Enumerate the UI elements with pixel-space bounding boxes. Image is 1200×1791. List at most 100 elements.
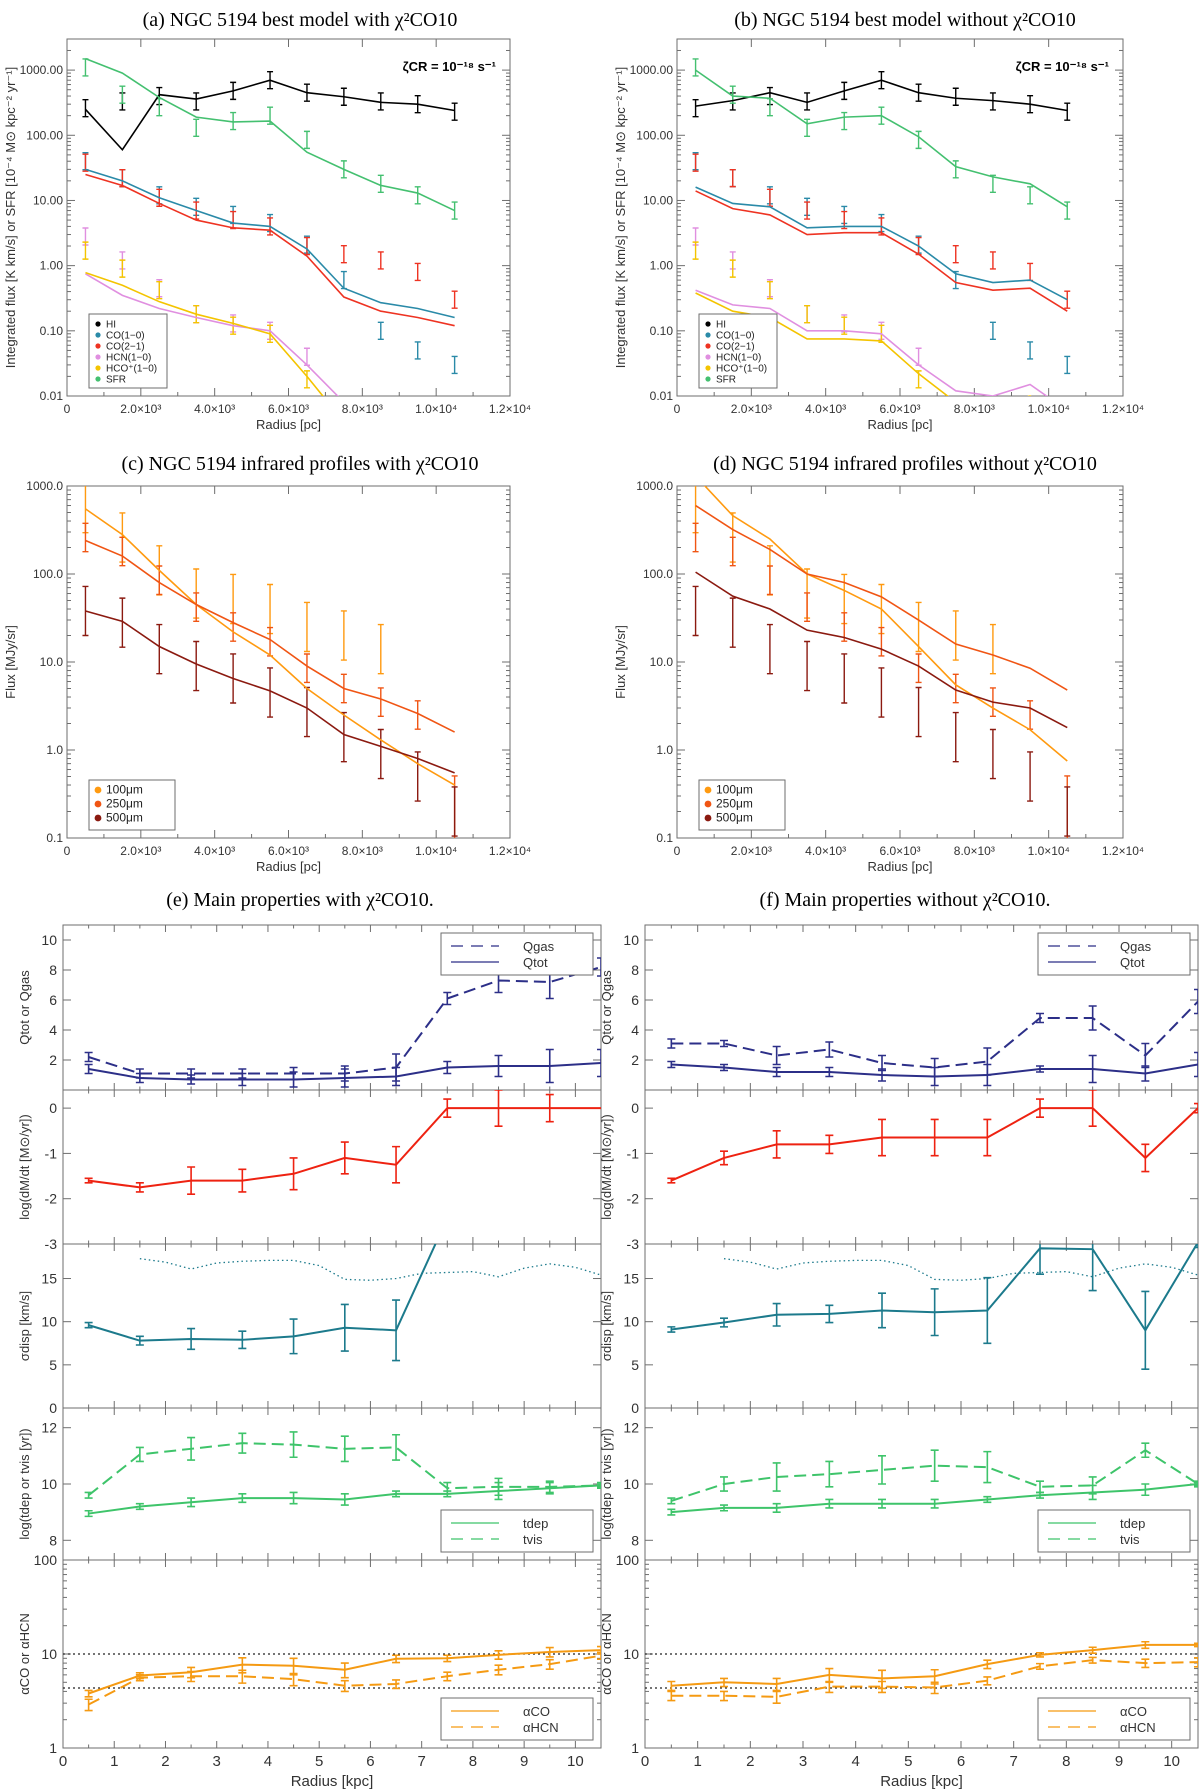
model-line-HI bbox=[84, 79, 455, 152]
errorbar-tdep bbox=[878, 1498, 886, 1509]
errorbar-tdep bbox=[289, 1491, 298, 1505]
panel-a: 0.01 0.10 1.00 10.00 100.00 1000.00 0 2.0×10³ 4.… bbox=[3, 38, 531, 432]
y-tick-label: 0.01 bbox=[650, 389, 674, 403]
legend-label: tvis bbox=[523, 1532, 543, 1547]
errorbar-SFR bbox=[952, 160, 959, 179]
x-tick-label: 10 bbox=[1163, 1753, 1180, 1770]
errorbar-aCO bbox=[983, 1659, 992, 1670]
y-tick-label: 1.00 bbox=[650, 259, 674, 273]
x-tick-label: 1 bbox=[693, 1753, 701, 1770]
series-line-tvis bbox=[671, 1449, 1198, 1502]
x-tick-label: 8 bbox=[1062, 1753, 1070, 1770]
errorbar-SFR bbox=[692, 58, 699, 77]
y-tick-label: 100 bbox=[34, 1552, 58, 1568]
errorbar-ir500 bbox=[119, 597, 126, 648]
errorbar-dM/dt bbox=[878, 1118, 886, 1157]
errorbar-CO10 bbox=[414, 341, 421, 360]
errorbar-Qtot bbox=[1088, 1054, 1097, 1084]
model-line-HCN bbox=[85, 273, 339, 396]
errorbar-Qtot bbox=[392, 1066, 401, 1087]
errorbar-tdep bbox=[825, 1498, 834, 1509]
legend-label: HI bbox=[106, 320, 116, 331]
legend-marker-ir100 bbox=[704, 786, 712, 794]
zeta-annotation: ζCR = 10⁻¹⁸ s⁻¹ bbox=[403, 59, 496, 74]
y-tick-label: 100 bbox=[616, 1552, 640, 1568]
errorbar-dM/dt bbox=[930, 1118, 939, 1157]
y-tick-label: 10 bbox=[623, 1476, 639, 1492]
y-tick-label: 1.0 bbox=[46, 743, 63, 757]
y-tick-label: 8 bbox=[631, 1532, 639, 1548]
x-tick-label: 4 bbox=[851, 1753, 859, 1770]
errorbar-tvis bbox=[930, 1449, 939, 1482]
legend-label: CO(2−1) bbox=[716, 342, 755, 353]
errorbar-Qgas bbox=[667, 1038, 676, 1049]
y-tick-label: -2 bbox=[45, 1191, 58, 1207]
panel-title-d: (d) NGC 5194 infrared profiles without χ… bbox=[713, 453, 1097, 475]
panel-title-a: (a) NGC 5194 best model with χ²CO10 bbox=[143, 9, 458, 31]
errorbar-aHCN bbox=[667, 1690, 676, 1702]
errorbar-aHCN bbox=[494, 1664, 503, 1676]
errorbar-dM/dt bbox=[825, 1134, 834, 1155]
errorbar-Qtot bbox=[340, 1068, 349, 1088]
y-axis-label: log(tdep or tvis [yr]) bbox=[599, 1428, 614, 1539]
errorbar-ir500 bbox=[804, 640, 811, 692]
x-tick-label: 4.0×10³ bbox=[194, 402, 235, 416]
x-tick-label: 2.0×10³ bbox=[731, 402, 772, 416]
errorbar-dM/dt bbox=[289, 1157, 298, 1191]
x-axis-label: Radius [kpc] bbox=[880, 1773, 963, 1790]
legend-marker-HCO bbox=[95, 365, 101, 371]
data-layer bbox=[692, 58, 1071, 396]
panel-title-f: (f) Main properties without χ²CO10. bbox=[760, 889, 1051, 911]
errorbar-HI bbox=[82, 99, 89, 118]
x-tick-label: 6.0×10³ bbox=[879, 844, 920, 858]
errorbar-aHCN bbox=[392, 1679, 401, 1690]
y-axis-label: αCO or αHCN bbox=[17, 1613, 32, 1694]
errorbar-ir500 bbox=[952, 711, 959, 763]
y-tick-label: 12 bbox=[623, 1420, 639, 1436]
model-line-SFR bbox=[695, 69, 1068, 208]
errorbar-tvis bbox=[289, 1431, 298, 1459]
errorbar-Qgas bbox=[720, 1039, 728, 1048]
errorbar-sigma bbox=[930, 1288, 939, 1337]
model-line-CO21 bbox=[695, 190, 1068, 312]
data-layer bbox=[84, 1090, 601, 1195]
x-tick-label: 0 bbox=[674, 402, 681, 416]
y-tick-label: 0.1 bbox=[656, 831, 673, 845]
errorbar-dM/dt bbox=[545, 1093, 554, 1123]
errorbar-ir250 bbox=[1027, 700, 1034, 730]
errorbar-HI bbox=[193, 92, 200, 111]
errorbar-CO21 bbox=[1064, 290, 1071, 309]
errorbar-ir500 bbox=[766, 623, 773, 675]
panel-d: 0.1 1.0 10.0 100.0 1000.0 0 2.0×10³ 4.0×10³ 6.0×… bbox=[613, 479, 1144, 874]
errorbar-tvis bbox=[1194, 1480, 1198, 1488]
y-tick-label: 10.0 bbox=[650, 655, 674, 669]
x-tick-label: 8.0×10³ bbox=[954, 402, 995, 416]
y-axis-label: Integrated flux [K km/s] or SFR [10⁻⁴ M⊙… bbox=[613, 67, 628, 368]
y-tick-label: 2 bbox=[49, 1052, 57, 1068]
data-layer bbox=[82, 486, 458, 838]
x-tick-label: 9 bbox=[1115, 1753, 1123, 1770]
errorbar-Qgas bbox=[1194, 988, 1198, 1015]
legend-box bbox=[440, 1509, 594, 1553]
errorbar-ir500 bbox=[303, 686, 310, 738]
errorbar-HCO bbox=[82, 241, 89, 260]
x-tick-label: 5 bbox=[904, 1753, 912, 1770]
x-tick-label: 0 bbox=[64, 844, 71, 858]
legend-label: Qtot bbox=[1120, 955, 1145, 970]
errorbar-Qgas bbox=[825, 1041, 834, 1058]
errorbar-aCO bbox=[1194, 1642, 1198, 1648]
errorbar-aHCN bbox=[878, 1680, 886, 1694]
x-tick-label: 4.0×10³ bbox=[194, 844, 235, 858]
errorbar-aCO bbox=[1088, 1646, 1097, 1654]
errorbar-Qgas bbox=[772, 1045, 781, 1066]
errorbar-aCO bbox=[545, 1646, 554, 1658]
subpanel-1: -3 -2 -1 0 log(dM/dt [M⊙/yr]) bbox=[599, 1089, 1199, 1252]
errorbar-sigma bbox=[289, 1318, 298, 1355]
errorbar-ir100 bbox=[340, 610, 347, 661]
errorbar-Qtot bbox=[1194, 1051, 1198, 1078]
errorbar-CO21 bbox=[729, 168, 736, 188]
errorbar-SFR bbox=[230, 111, 237, 131]
errorbar-ir250 bbox=[414, 700, 421, 730]
